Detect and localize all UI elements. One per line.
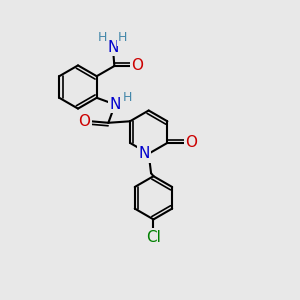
Text: H: H (98, 31, 107, 44)
Text: N: N (109, 97, 121, 112)
Text: H: H (118, 31, 127, 44)
Text: Cl: Cl (146, 230, 161, 245)
Text: H: H (123, 92, 132, 104)
Text: N: N (139, 146, 150, 161)
Text: O: O (78, 114, 90, 129)
Text: O: O (185, 135, 197, 150)
Text: O: O (131, 58, 143, 74)
Text: N: N (107, 40, 118, 55)
